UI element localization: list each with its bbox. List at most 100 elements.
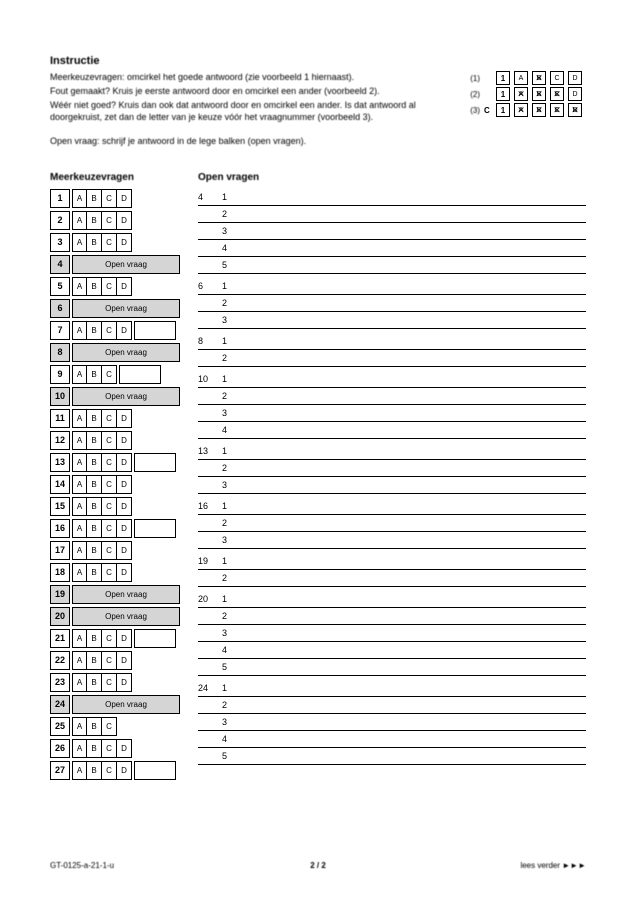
option-cell[interactable]: A <box>72 409 87 428</box>
option-cell[interactable]: A <box>72 629 87 648</box>
correction-box[interactable] <box>134 629 176 648</box>
answer-line[interactable]: 41 <box>198 189 586 206</box>
option-cell[interactable]: B <box>87 761 102 780</box>
option-cell[interactable]: B <box>87 497 102 516</box>
answer-line[interactable]: 2 <box>198 570 586 587</box>
option-cell[interactable]: A <box>72 497 87 516</box>
option-cell[interactable]: A <box>72 189 87 208</box>
option-cell[interactable]: D <box>117 541 132 560</box>
option-cell[interactable]: D <box>117 277 132 296</box>
option-cell[interactable]: D <box>117 761 132 780</box>
option-cell[interactable]: C <box>102 431 117 450</box>
answer-line[interactable]: 241 <box>198 680 586 697</box>
option-cell[interactable]: D <box>117 189 132 208</box>
answer-line[interactable]: 5 <box>198 659 586 676</box>
option-cell[interactable]: A <box>72 761 87 780</box>
option-cell[interactable]: D <box>117 673 132 692</box>
option-cell[interactable]: D <box>117 409 132 428</box>
option-cell[interactable]: A <box>72 673 87 692</box>
option-cell[interactable]: C <box>102 563 117 582</box>
option-cell[interactable]: B <box>87 211 102 230</box>
option-cell[interactable]: D <box>117 233 132 252</box>
correction-box[interactable] <box>134 761 176 780</box>
option-cell[interactable]: A <box>72 475 87 494</box>
answer-line[interactable]: 2 <box>198 608 586 625</box>
answer-line[interactable]: 2 <box>198 295 586 312</box>
option-cell[interactable]: B <box>87 321 102 340</box>
answer-line[interactable]: 2 <box>198 350 586 367</box>
correction-box[interactable] <box>119 365 161 384</box>
option-cell[interactable]: C <box>102 233 117 252</box>
answer-line[interactable]: 2 <box>198 206 586 223</box>
option-cell[interactable]: B <box>87 717 102 736</box>
answer-line[interactable]: 3 <box>198 312 586 329</box>
option-cell[interactable]: B <box>87 519 102 538</box>
answer-line[interactable]: 4 <box>198 240 586 257</box>
option-cell[interactable]: B <box>87 453 102 472</box>
option-cell[interactable]: A <box>72 563 87 582</box>
option-cell[interactable]: B <box>87 651 102 670</box>
answer-line[interactable]: 161 <box>198 498 586 515</box>
option-cell[interactable]: C <box>102 761 117 780</box>
option-cell[interactable]: C <box>102 497 117 516</box>
option-cell[interactable]: C <box>102 365 117 384</box>
option-cell[interactable]: A <box>72 431 87 450</box>
option-cell[interactable]: A <box>72 541 87 560</box>
option-cell[interactable]: C <box>102 739 117 758</box>
answer-line[interactable]: 2 <box>198 515 586 532</box>
answer-line[interactable]: 81 <box>198 333 586 350</box>
option-cell[interactable]: D <box>117 431 132 450</box>
correction-box[interactable] <box>134 453 176 472</box>
answer-line[interactable]: 3 <box>198 223 586 240</box>
option-cell[interactable]: D <box>117 321 132 340</box>
option-cell[interactable]: A <box>72 321 87 340</box>
option-cell[interactable]: C <box>102 673 117 692</box>
option-cell[interactable]: C <box>102 717 117 736</box>
answer-line[interactable]: 2 <box>198 697 586 714</box>
answer-line[interactable]: 101 <box>198 371 586 388</box>
option-cell[interactable]: D <box>117 497 132 516</box>
answer-line[interactable]: 201 <box>198 591 586 608</box>
option-cell[interactable]: C <box>102 211 117 230</box>
answer-line[interactable]: 3 <box>198 625 586 642</box>
option-cell[interactable]: D <box>117 563 132 582</box>
option-cell[interactable]: D <box>117 651 132 670</box>
option-cell[interactable]: C <box>102 651 117 670</box>
option-cell[interactable]: D <box>117 739 132 758</box>
answer-line[interactable]: 191 <box>198 553 586 570</box>
option-cell[interactable]: B <box>87 629 102 648</box>
option-cell[interactable]: D <box>117 475 132 494</box>
option-cell[interactable]: C <box>102 519 117 538</box>
option-cell[interactable]: C <box>102 629 117 648</box>
correction-box[interactable] <box>134 321 176 340</box>
option-cell[interactable]: B <box>87 475 102 494</box>
option-cell[interactable]: B <box>87 673 102 692</box>
answer-line[interactable]: 131 <box>198 443 586 460</box>
option-cell[interactable]: C <box>102 475 117 494</box>
answer-line[interactable]: 3 <box>198 532 586 549</box>
option-cell[interactable]: A <box>72 651 87 670</box>
answer-line[interactable]: 2 <box>198 388 586 405</box>
option-cell[interactable]: A <box>72 519 87 538</box>
option-cell[interactable]: A <box>72 739 87 758</box>
option-cell[interactable]: B <box>87 541 102 560</box>
option-cell[interactable]: D <box>117 519 132 538</box>
option-cell[interactable]: A <box>72 717 87 736</box>
answer-line[interactable]: 61 <box>198 278 586 295</box>
option-cell[interactable]: A <box>72 211 87 230</box>
option-cell[interactable]: A <box>72 453 87 472</box>
option-cell[interactable]: C <box>102 277 117 296</box>
option-cell[interactable]: D <box>117 211 132 230</box>
answer-line[interactable]: 3 <box>198 405 586 422</box>
option-cell[interactable]: B <box>87 563 102 582</box>
answer-line[interactable]: 4 <box>198 422 586 439</box>
answer-line[interactable]: 3 <box>198 714 586 731</box>
option-cell[interactable]: C <box>102 453 117 472</box>
answer-line[interactable]: 4 <box>198 731 586 748</box>
option-cell[interactable]: B <box>87 431 102 450</box>
option-cell[interactable]: C <box>102 409 117 428</box>
answer-line[interactable]: 5 <box>198 748 586 765</box>
option-cell[interactable]: B <box>87 277 102 296</box>
answer-line[interactable]: 5 <box>198 257 586 274</box>
option-cell[interactable]: A <box>72 277 87 296</box>
